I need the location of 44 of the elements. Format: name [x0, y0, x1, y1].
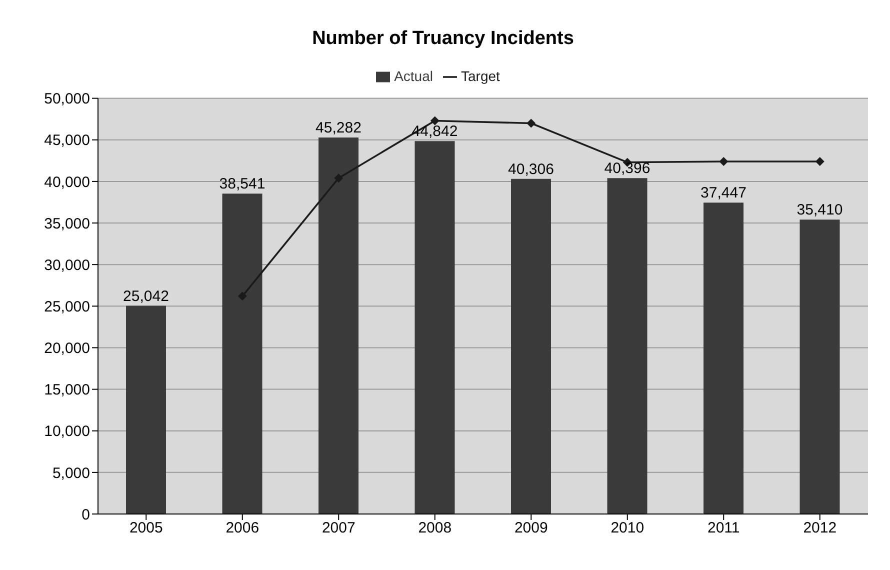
point [430, 116, 440, 126]
x-tick-label: 2005 [129, 520, 163, 537]
data-label: 38,541 [219, 176, 266, 193]
bar [222, 194, 262, 514]
legend-label: Actual [394, 68, 433, 84]
y-tick-label: 15,000 [44, 382, 90, 399]
y-tick-label: 50,000 [44, 90, 90, 108]
y-tick-label: 30,000 [44, 256, 90, 274]
chart-title: Number of Truancy Incidents [311, 27, 575, 51]
point [334, 174, 344, 183]
y-tick-label: 5,000 [52, 464, 90, 482]
x-tick-label: 2008 [418, 520, 452, 537]
point [526, 118, 536, 128]
data-label: 25,042 [123, 288, 169, 305]
y-tick-label: 0 [82, 506, 90, 524]
x-tick-label: 2010 [610, 520, 644, 537]
bar [126, 306, 166, 514]
x-tick-label: 2012 [803, 520, 837, 537]
point [238, 292, 247, 301]
legend-label: Target [461, 68, 500, 84]
x-tick-label: 2007 [322, 520, 356, 537]
data-label: 40,306 [508, 160, 554, 178]
x-tick-label: 2009 [514, 520, 548, 537]
x-tick-label: 2011 [707, 520, 740, 537]
bar [318, 138, 358, 514]
data-label: 37,447 [700, 184, 746, 202]
y-tick-label: 25,000 [44, 298, 90, 316]
y-tick-label: 35,000 [44, 215, 90, 232]
bar [704, 202, 744, 514]
y-tick-label: 45,000 [44, 132, 90, 150]
bar [414, 141, 455, 514]
data-label: 40,396 [604, 160, 650, 178]
bar [511, 178, 551, 514]
data-label: 44,842 [412, 123, 458, 140]
data-label: 35,410 [796, 202, 843, 219]
bar [607, 178, 648, 514]
data-label: 45,282 [316, 120, 362, 137]
y-tick-label: 20,000 [44, 340, 90, 358]
x-tick-label: 2006 [226, 520, 260, 537]
point [815, 156, 824, 166]
y-tick-label: 40,000 [44, 174, 90, 191]
point [719, 156, 728, 166]
y-tick-label: 10,000 [44, 423, 90, 440]
bar [800, 220, 840, 514]
